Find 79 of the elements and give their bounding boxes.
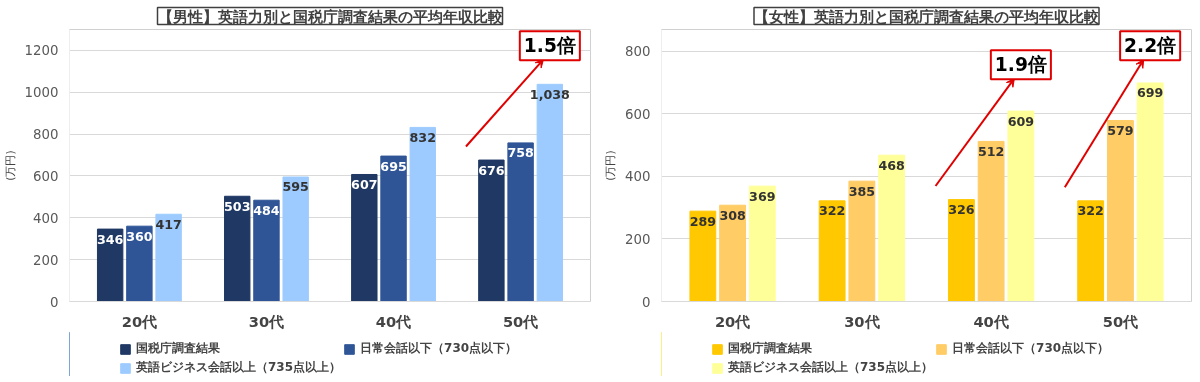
annotation: 1.5倍 bbox=[523, 35, 576, 57]
bar bbox=[155, 213, 182, 302]
data-label: 484 bbox=[253, 202, 280, 218]
data-label: 1,038 bbox=[529, 86, 571, 102]
data-label: 346 bbox=[96, 231, 124, 247]
data-label: 579 bbox=[1107, 122, 1134, 138]
legend-label: 英語ビジネス会話以上（735点以上） bbox=[136, 359, 342, 376]
data-label: 607 bbox=[351, 176, 378, 192]
bar bbox=[380, 155, 407, 302]
y-tick-label: 800 bbox=[33, 127, 59, 143]
bar bbox=[126, 225, 153, 302]
bar bbox=[878, 154, 906, 302]
chart-title: 【男性】英語力別と国税庁調査結果の平均年収比較 bbox=[157, 7, 504, 25]
y-tick-label: 400 bbox=[33, 210, 59, 226]
bar bbox=[1007, 110, 1035, 302]
y-tick-label: 200 bbox=[33, 252, 59, 268]
bar bbox=[1077, 200, 1105, 302]
data-label: 369 bbox=[749, 188, 776, 204]
data-label: 503 bbox=[224, 198, 251, 214]
bar bbox=[947, 199, 975, 302]
bar bbox=[748, 185, 776, 302]
y-axis-title: (万円) bbox=[604, 150, 618, 181]
bar bbox=[848, 180, 876, 302]
bar bbox=[689, 210, 717, 302]
bar bbox=[409, 126, 436, 302]
bar bbox=[224, 195, 251, 302]
x-tick-label: 40代 bbox=[375, 312, 412, 330]
bar bbox=[818, 200, 846, 302]
x-tick-label: 50代 bbox=[1102, 312, 1139, 330]
data-label: 468 bbox=[878, 157, 905, 173]
data-label: 512 bbox=[977, 143, 1005, 159]
data-label: 699 bbox=[1136, 85, 1164, 101]
y-tick-label: 600 bbox=[33, 168, 59, 184]
x-tick-label: 20代 bbox=[714, 312, 751, 330]
y-tick-label: 0 bbox=[642, 294, 651, 310]
y-tick-label: 200 bbox=[625, 231, 651, 247]
y-tick-label: 600 bbox=[625, 106, 651, 122]
data-label: 308 bbox=[719, 207, 746, 223]
bar bbox=[351, 174, 378, 302]
x-tick-label: 40代 bbox=[973, 312, 1009, 330]
data-label: 385 bbox=[848, 183, 876, 199]
x-tick-label: 50代 bbox=[502, 312, 539, 330]
bar bbox=[507, 142, 534, 302]
legend-label: 日常会話以下（730点以下） bbox=[952, 340, 1110, 357]
x-tick-label: 20代 bbox=[121, 312, 158, 330]
legend-label: 英語ビジネス会話以上（735点以上） bbox=[728, 359, 934, 376]
data-label: 695 bbox=[380, 158, 407, 174]
y-tick-label: 0 bbox=[50, 294, 59, 310]
bar bbox=[1136, 82, 1164, 302]
data-label: 832 bbox=[409, 129, 436, 145]
y-tick-label: 800 bbox=[625, 44, 651, 60]
bar bbox=[478, 159, 505, 302]
data-label: 289 bbox=[689, 213, 717, 229]
bar bbox=[253, 199, 280, 302]
data-label: 676 bbox=[478, 162, 505, 178]
data-label: 322 bbox=[818, 203, 846, 219]
bar bbox=[977, 140, 1005, 302]
data-label: 417 bbox=[155, 216, 182, 232]
data-label: 326 bbox=[948, 202, 975, 218]
x-tick-label: 30代 bbox=[844, 312, 880, 330]
y-tick-label: 1200 bbox=[24, 43, 59, 59]
data-label: 322 bbox=[1077, 203, 1104, 219]
y-axis-title: (万円) bbox=[3, 150, 17, 181]
y-tick-label: 1000 bbox=[24, 85, 59, 101]
data-label: 609 bbox=[1007, 113, 1035, 129]
data-label: 758 bbox=[507, 145, 535, 161]
bar bbox=[719, 204, 747, 302]
annotation: 1.9倍 bbox=[994, 54, 1047, 76]
annotation: 2.2倍 bbox=[1124, 35, 1177, 57]
bar bbox=[96, 228, 124, 302]
bar bbox=[282, 176, 309, 302]
legend-label: 国税庁調査結果 bbox=[136, 340, 220, 357]
data-label: 360 bbox=[126, 228, 153, 244]
legend-label: 日常会話以下（730点以下） bbox=[360, 340, 518, 357]
legend-label: 国税庁調査結果 bbox=[728, 340, 812, 357]
bar bbox=[1106, 119, 1134, 302]
y-tick-label: 400 bbox=[625, 169, 651, 185]
data-label: 595 bbox=[282, 179, 309, 195]
x-tick-label: 30代 bbox=[248, 312, 285, 330]
